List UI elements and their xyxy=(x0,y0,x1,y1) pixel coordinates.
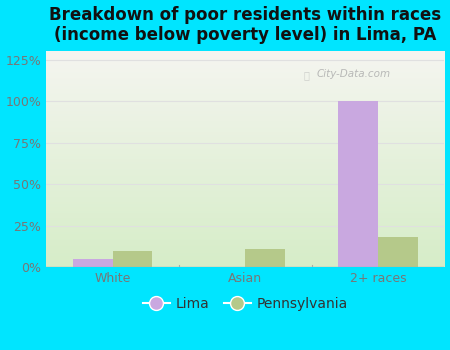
Bar xyxy=(112,251,153,267)
Bar xyxy=(73,259,112,267)
Text: City-Data.com: City-Data.com xyxy=(317,69,391,79)
Bar xyxy=(245,249,285,267)
Title: Breakdown of poor residents within races
(income below poverty level) in Lima, P: Breakdown of poor residents within races… xyxy=(50,6,441,44)
Bar xyxy=(378,237,418,267)
Text: 🔍: 🔍 xyxy=(303,70,309,80)
Legend: Lima, Pennsylvania: Lima, Pennsylvania xyxy=(137,292,354,316)
Bar xyxy=(338,101,378,267)
